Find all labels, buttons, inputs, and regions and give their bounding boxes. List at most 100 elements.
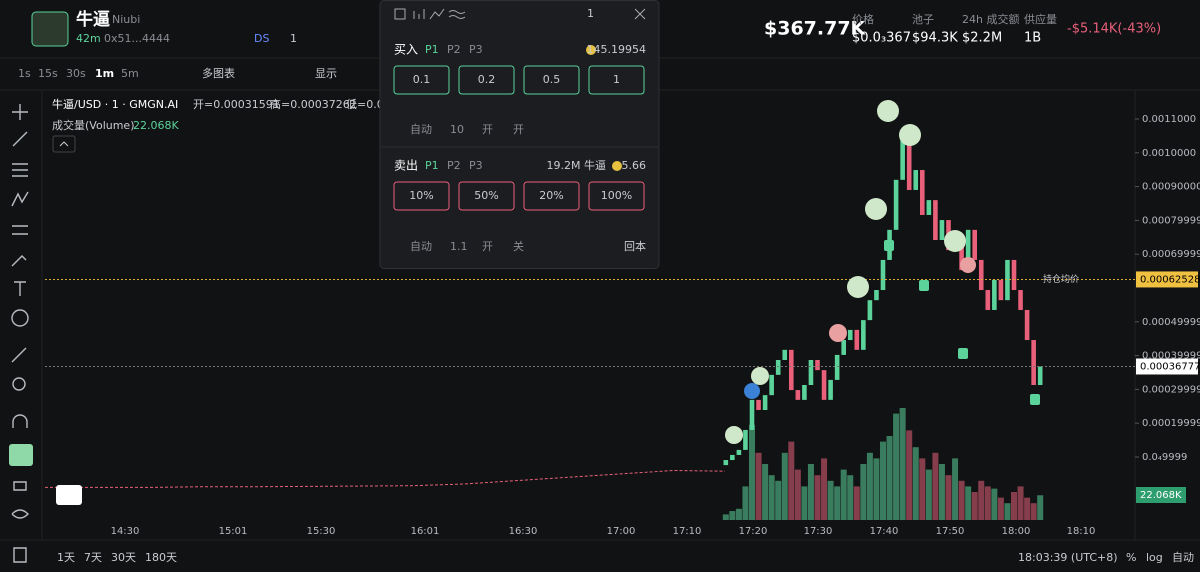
- candle-body: [992, 279, 997, 310]
- volume-bar: [965, 486, 972, 520]
- setting: 开: [482, 240, 493, 253]
- amount-button[interactable]: [523, 181, 580, 211]
- sidebar-tools: [11, 104, 29, 563]
- candle-body: [1018, 290, 1023, 310]
- amount-button[interactable]: [523, 65, 580, 95]
- x-tick-label: 17:40: [870, 526, 899, 537]
- x-tick-label: 17:10: [673, 526, 702, 537]
- candle-body: [959, 239, 964, 271]
- candle-body: [972, 229, 977, 260]
- candle-body: [965, 229, 971, 271]
- amount-label: 0.1: [413, 73, 431, 86]
- x-tick-label: 16:30: [509, 526, 538, 537]
- x-tick-label: 18:00: [1002, 526, 1031, 537]
- range[interactable]: 180天: [145, 551, 177, 564]
- pair-label: 牛逼/USD · 1 · GMGN.AI: [52, 97, 178, 111]
- amount-button[interactable]: [393, 181, 450, 211]
- amount-label: 0.5: [543, 73, 561, 86]
- volume-value: 22.068K: [133, 119, 179, 132]
- last-price-tag: [1136, 358, 1198, 375]
- interval[interactable]: 5m: [121, 67, 139, 80]
- volume-bar: [775, 480, 782, 520]
- x-tick-label: 16:01: [411, 526, 440, 537]
- candle-body: [854, 329, 860, 350]
- x-tick-label: 17:30: [804, 526, 833, 537]
- volume-bar: [1024, 497, 1031, 520]
- amount-button[interactable]: [458, 181, 515, 211]
- range[interactable]: 1天: [57, 551, 75, 564]
- preset[interactable]: P1: [425, 159, 439, 172]
- candle-body: [874, 290, 879, 301]
- close-icon[interactable]: [634, 8, 646, 20]
- avg-price-value: 0.00062528: [1140, 274, 1200, 285]
- interval[interactable]: 30s: [66, 67, 86, 80]
- volume-bar: [925, 469, 932, 520]
- percent-toggle[interactable]: %: [1126, 551, 1136, 564]
- preset[interactable]: P3: [469, 159, 483, 172]
- last-price-value: 0.00036777: [1140, 361, 1200, 372]
- preset[interactable]: P3: [469, 43, 483, 56]
- candle-body: [933, 200, 938, 240]
- candle-body: [756, 399, 761, 411]
- candle-body: [906, 139, 912, 190]
- candle-body: [913, 170, 919, 190]
- breakeven[interactable]: 回本: [624, 239, 646, 253]
- volume-bar: [958, 480, 965, 520]
- multi-chart[interactable]: 多图表: [202, 66, 235, 80]
- range[interactable]: 30天: [111, 551, 136, 564]
- volume-bar: [853, 486, 860, 520]
- preset[interactable]: P2: [447, 43, 461, 56]
- interval[interactable]: 1s: [18, 67, 31, 80]
- y-tick-label: 0.00090000: [1142, 182, 1200, 193]
- auto-toggle[interactable]: 自动: [1172, 551, 1194, 564]
- panel-tab[interactable]: 1: [587, 7, 594, 20]
- amount-button[interactable]: [393, 65, 450, 95]
- amount-button[interactable]: [458, 65, 515, 95]
- volume-bar: [945, 475, 952, 520]
- candle-body: [1031, 340, 1036, 386]
- preset[interactable]: P2: [447, 159, 461, 172]
- amount-button[interactable]: [588, 181, 645, 211]
- selected-tool[interactable]: [9, 444, 33, 466]
- interval[interactable]: 15s: [38, 67, 58, 80]
- candle-body: [926, 200, 932, 215]
- volume-bar: [860, 464, 867, 520]
- log-toggle[interactable]: log: [1146, 551, 1163, 564]
- preset[interactable]: P1: [425, 43, 439, 56]
- interval[interactable]: 1m: [95, 67, 114, 80]
- amount-button[interactable]: [588, 65, 645, 95]
- amount-label: 0.2: [478, 73, 496, 86]
- volume-bar: [749, 424, 755, 520]
- volume-bar: [827, 480, 834, 520]
- setting: 自动: [410, 123, 432, 136]
- sell-holding: 19.2M 牛逼: [547, 158, 606, 172]
- stat-value: $0.0₃367: [852, 31, 911, 46]
- ds-link[interactable]: DS: [254, 32, 269, 45]
- candle-body: [782, 349, 788, 360]
- coin-icon: [586, 45, 596, 55]
- volume-bar: [899, 408, 906, 520]
- y-tick-label: 0.00049999: [1142, 317, 1200, 328]
- stat-value: $2.2M: [962, 31, 1002, 46]
- change: -$5.14K(-43%): [1067, 22, 1161, 37]
- token-logo: [31, 11, 69, 47]
- stat-label: 池子: [912, 13, 934, 26]
- volume-bar: [847, 475, 854, 520]
- coin-icon: [612, 161, 622, 171]
- y-tick-label: 0.00029999: [1142, 384, 1200, 395]
- volume-bar: [997, 497, 1004, 520]
- display[interactable]: 显示: [315, 67, 337, 80]
- candle-body: [743, 429, 748, 450]
- candle-body: [1005, 259, 1010, 301]
- trade-markers: [725, 100, 1040, 444]
- collapse-button[interactable]: [52, 135, 76, 153]
- candle-body: [789, 349, 794, 391]
- volume-bar: [866, 452, 873, 520]
- candle-body: [795, 390, 801, 400]
- buy-balance: 145.19954: [587, 43, 647, 56]
- candle-body: [900, 139, 905, 180]
- range[interactable]: 7天: [84, 551, 102, 564]
- candle-body: [985, 290, 991, 310]
- token-age: 42m: [76, 32, 101, 45]
